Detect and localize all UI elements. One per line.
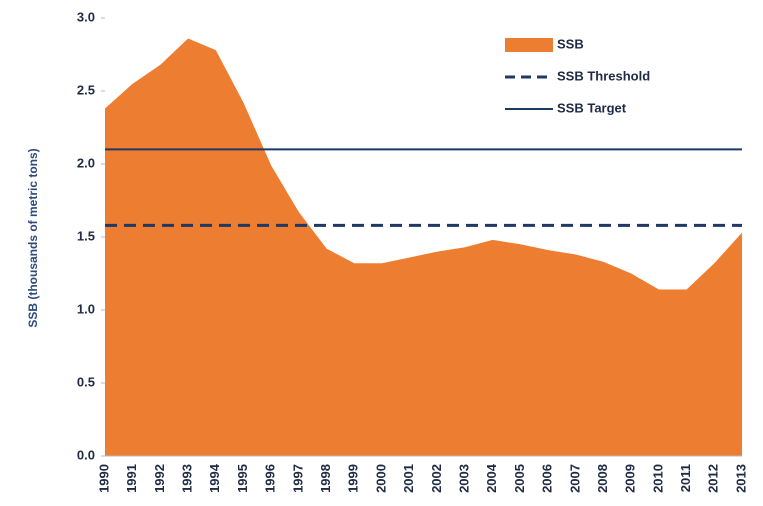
y-tick-label: 3.0 [77,9,95,24]
x-tick-label: 1991 [124,464,139,493]
x-tick-label: 2003 [456,464,471,493]
y-tick-label: 1.0 [77,301,95,316]
legend-label: SSB Target [557,100,627,115]
x-tick-label: 2005 [512,464,527,493]
y-axis-label: SSB (thousands of metric tons) [26,148,40,327]
x-tick-label: 1992 [152,464,167,493]
x-tick-label: 2011 [678,464,693,492]
x-tick-label: 2007 [567,464,582,493]
x-tick-label: 2001 [401,464,416,493]
y-tick-label: 2.0 [77,155,95,170]
y-tick-label: 0.0 [77,447,95,462]
x-tick-label: 1999 [346,464,361,493]
x-tick-label: 2008 [595,464,610,493]
y-tick-label: 2.5 [77,82,95,97]
y-tick-label: 0.5 [77,374,95,389]
x-tick-label: 1998 [318,464,333,493]
x-tick-label: 2012 [706,464,721,493]
x-tick-label: 2006 [540,464,555,493]
x-tick-label: 2009 [623,464,638,493]
x-tick-label: 2013 [733,464,748,493]
x-tick-label: 2010 [650,464,665,493]
x-tick-label: 2000 [373,464,388,493]
legend-label: SSB Threshold [557,68,650,83]
y-tick-label: 1.5 [77,228,95,243]
x-tick-label: 1996 [263,464,278,493]
x-tick-label: 1993 [180,464,195,493]
x-tick-label: 1994 [207,463,222,493]
area [105,38,742,456]
x-tick-label: 2002 [429,464,444,493]
x-tick-label: 1997 [290,464,305,493]
legend-label: SSB [557,36,584,51]
x-tick-label: 2004 [484,463,499,493]
x-tick-label: 1990 [96,464,111,493]
legend-swatch [505,38,553,52]
x-tick-label: 1995 [235,464,250,493]
